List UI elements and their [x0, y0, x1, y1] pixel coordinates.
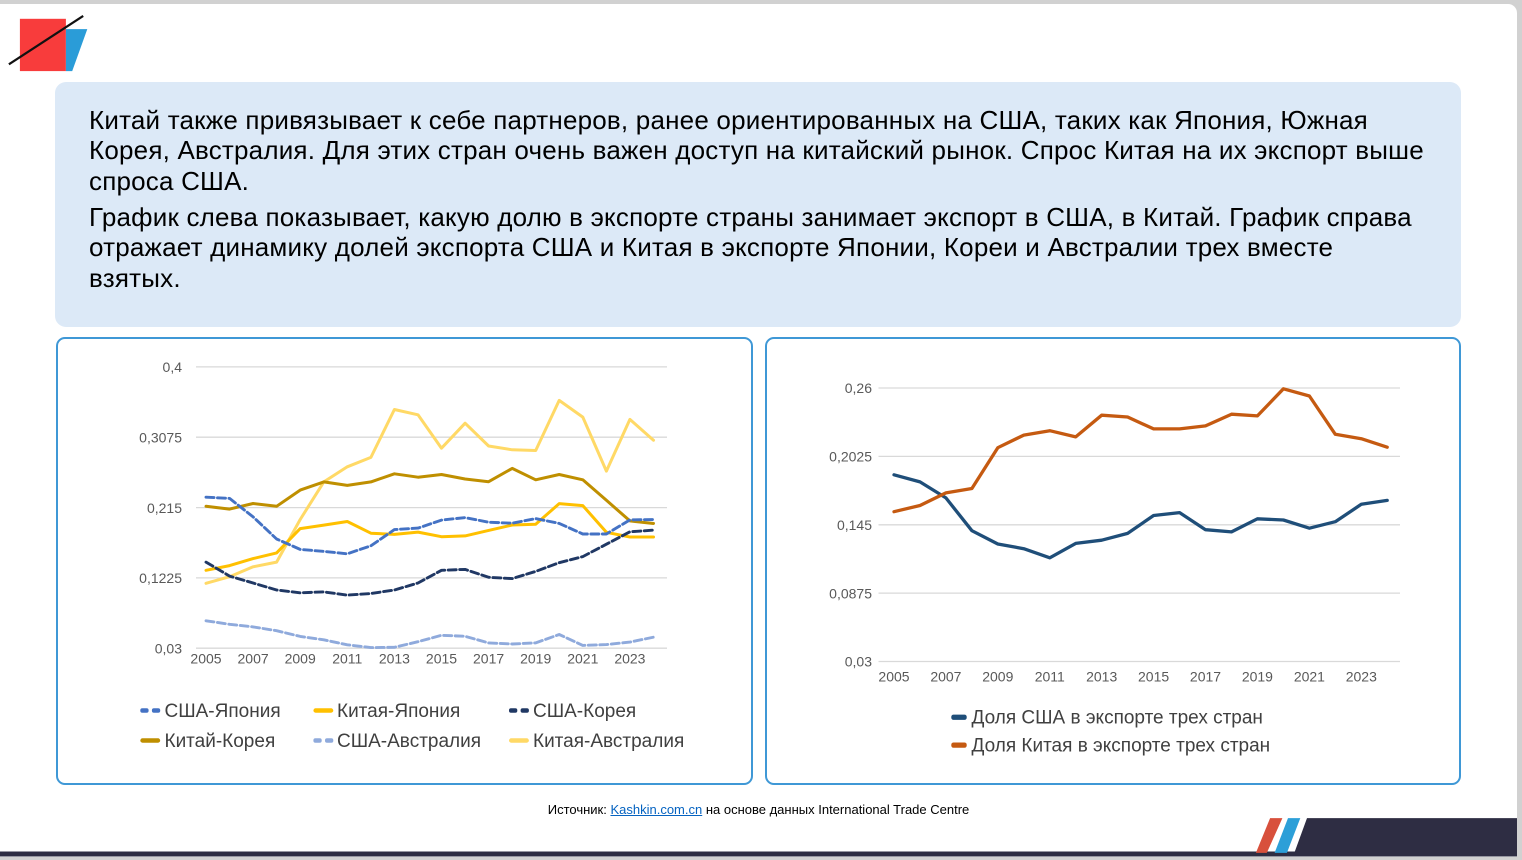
svg-text:0,03: 0,03: [155, 640, 182, 656]
svg-text:2013: 2013: [379, 651, 410, 667]
svg-text:0,215: 0,215: [147, 500, 182, 516]
svg-text:2023: 2023: [1346, 669, 1377, 685]
svg-text:США-Австралия: США-Австралия: [337, 731, 481, 752]
svg-text:США-Корея: США-Корея: [533, 701, 636, 722]
svg-text:0,4: 0,4: [163, 359, 183, 375]
svg-text:0,3075: 0,3075: [139, 429, 182, 445]
svg-text:2013: 2013: [1086, 669, 1117, 685]
svg-text:2019: 2019: [520, 651, 551, 667]
svg-text:2021: 2021: [567, 651, 598, 667]
svg-text:Китай-Корея: Китай-Корея: [165, 731, 276, 752]
svg-text:2021: 2021: [1294, 669, 1325, 685]
svg-text:2017: 2017: [473, 651, 504, 667]
svg-text:0,145: 0,145: [837, 517, 872, 533]
svg-text:0,26: 0,26: [845, 380, 872, 396]
svg-text:2019: 2019: [1242, 669, 1273, 685]
svg-text:2011: 2011: [1035, 669, 1065, 685]
svg-text:Китая-Япония: Китая-Япония: [337, 701, 460, 722]
svg-text:Доля Китая в экспорте трех стр: Доля Китая в экспорте трех стран: [972, 736, 1271, 757]
svg-text:2009: 2009: [285, 651, 316, 667]
svg-text:2015: 2015: [1138, 669, 1169, 685]
svg-text:0,2025: 0,2025: [829, 449, 872, 465]
svg-text:Китая-Австралия: Китая-Австралия: [533, 731, 684, 752]
svg-text:2009: 2009: [982, 669, 1013, 685]
svg-text:2011: 2011: [332, 651, 362, 667]
svg-text:2007: 2007: [238, 651, 269, 667]
svg-text:США-Япония: США-Япония: [165, 701, 281, 722]
svg-text:0,03: 0,03: [845, 654, 872, 670]
svg-text:2005: 2005: [878, 669, 909, 685]
svg-text:0,1225: 0,1225: [139, 570, 182, 586]
svg-text:2023: 2023: [614, 651, 645, 667]
svg-text:2015: 2015: [426, 651, 457, 667]
svg-text:2005: 2005: [190, 651, 221, 667]
svg-text:0,0875: 0,0875: [829, 585, 872, 601]
svg-text:Доля США в экспорте трех стран: Доля США в экспорте трех стран: [972, 708, 1263, 729]
svg-text:2007: 2007: [930, 669, 961, 685]
svg-text:2017: 2017: [1190, 669, 1221, 685]
